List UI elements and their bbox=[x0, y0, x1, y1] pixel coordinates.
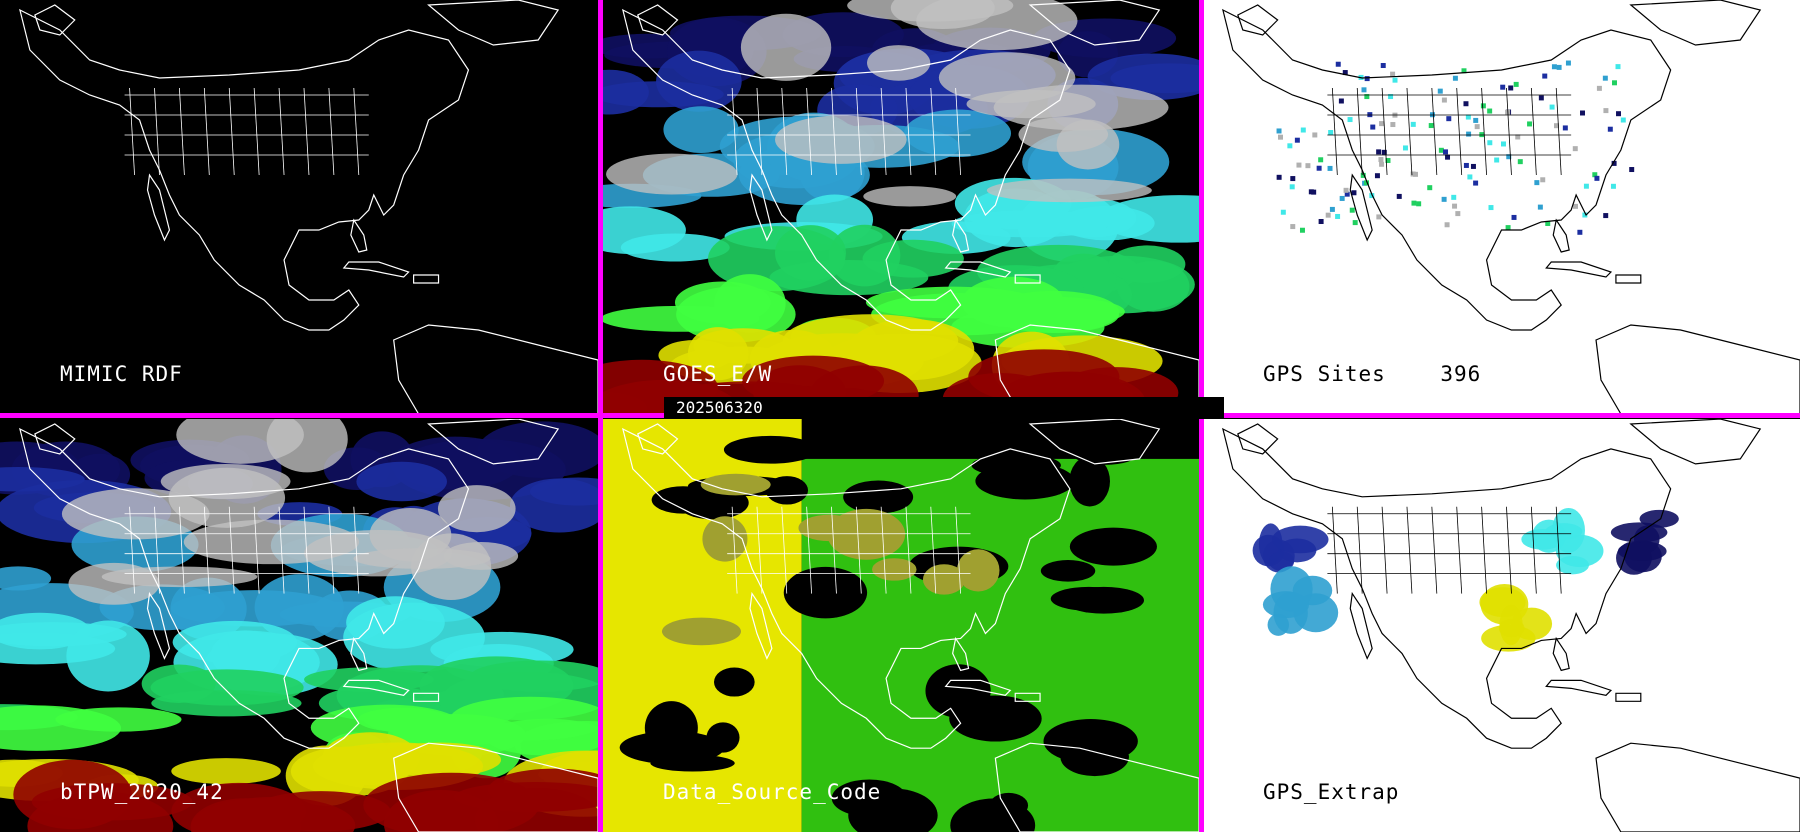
map-outlines bbox=[1222, 419, 1800, 832]
map-gps-extrap bbox=[1222, 419, 1800, 832]
source-field bbox=[603, 419, 1199, 832]
map-gps-sites bbox=[1222, 0, 1800, 414]
panel-label-gps-sites: GPS Sites 396 bbox=[1263, 362, 1482, 386]
panel-mimic-rdf: MIMIC RDF bbox=[0, 0, 598, 414]
map-outlines bbox=[621, 0, 1199, 414]
panel-label-btpw: bTPW_2020_42 bbox=[60, 780, 224, 804]
pw-field bbox=[0, 419, 598, 832]
map-outlines bbox=[1222, 0, 1800, 414]
map-outlines bbox=[19, 419, 598, 832]
panel-label-data-source-code: Data_Source_Code bbox=[663, 780, 882, 804]
gps-extrap-field bbox=[1252, 507, 1679, 652]
panel-gps-sites: GPS Sites 396 bbox=[1203, 0, 1800, 414]
panel-gps-extrap: GPS_Extrap bbox=[1203, 419, 1800, 832]
map-goes bbox=[603, 0, 1199, 414]
map-mimic-rdf bbox=[19, 0, 598, 414]
pw-field bbox=[603, 0, 1199, 414]
panel-label-goes: GOES_E/W bbox=[663, 362, 773, 386]
panel-data-source-code: Data_Source_Code bbox=[603, 419, 1199, 832]
map-outlines bbox=[621, 419, 1199, 832]
map-data-source-code bbox=[603, 419, 1199, 832]
panel-goes: GOES_E/W bbox=[603, 0, 1199, 414]
map-btpw bbox=[0, 419, 598, 832]
panel-label-mimic-rdf: MIMIC RDF bbox=[60, 362, 183, 386]
vertical-divider-left bbox=[598, 0, 603, 832]
timestamp-label: 202506320 bbox=[664, 397, 1224, 419]
gps-sites bbox=[1276, 60, 1635, 235]
map-outlines bbox=[19, 0, 598, 414]
panel-label-gps-extrap: GPS_Extrap bbox=[1263, 780, 1400, 804]
panel-btpw: bTPW_2020_42 bbox=[0, 419, 598, 832]
